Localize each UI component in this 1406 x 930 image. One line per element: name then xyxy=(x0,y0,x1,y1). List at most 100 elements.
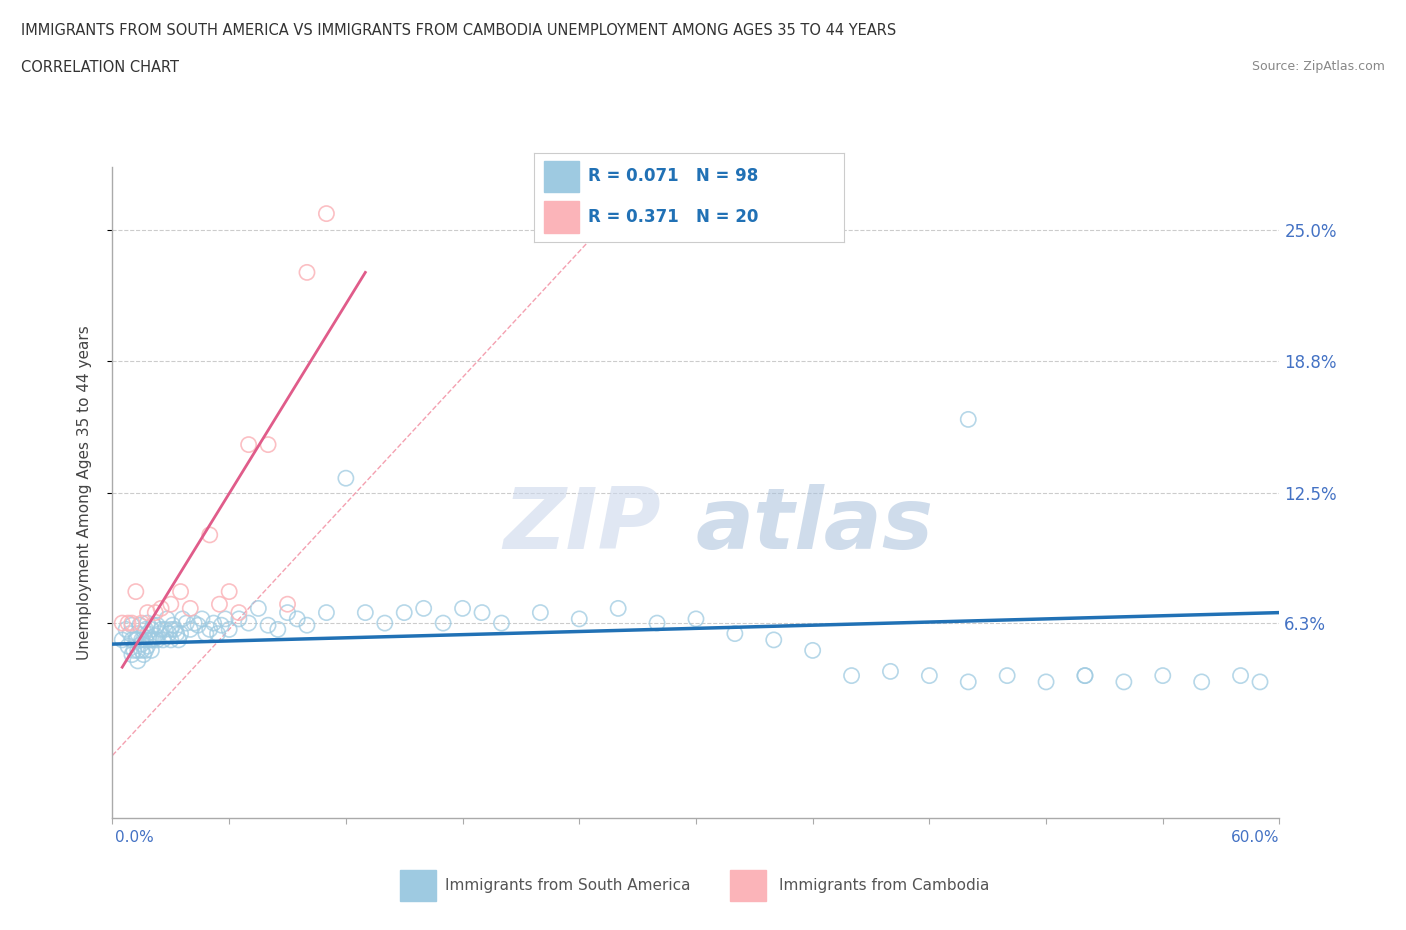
Point xyxy=(135,632,157,647)
Text: Immigrants from Cambodia: Immigrants from Cambodia xyxy=(779,878,988,894)
Point xyxy=(295,265,318,280)
Point xyxy=(276,605,298,620)
Point xyxy=(315,206,337,221)
Point xyxy=(142,632,165,647)
Point xyxy=(117,639,139,654)
Text: Immigrants from South America: Immigrants from South America xyxy=(446,878,690,894)
Point xyxy=(141,632,163,647)
Text: R = 0.371   N = 20: R = 0.371 N = 20 xyxy=(588,208,759,226)
Point xyxy=(121,618,143,632)
Point xyxy=(1249,674,1271,689)
Point xyxy=(238,437,260,452)
Point xyxy=(285,611,308,626)
Point xyxy=(179,601,201,616)
Point xyxy=(146,618,169,632)
Point xyxy=(163,622,186,637)
Point xyxy=(491,616,513,631)
Point xyxy=(121,632,143,647)
Text: R = 0.071   N = 98: R = 0.071 N = 98 xyxy=(588,167,759,185)
Point xyxy=(179,622,201,637)
Point xyxy=(218,584,240,599)
Point xyxy=(1191,674,1213,689)
Point xyxy=(267,622,290,637)
Point xyxy=(218,622,240,637)
Point xyxy=(176,616,198,631)
Point xyxy=(228,605,250,620)
Point xyxy=(136,605,159,620)
Point xyxy=(125,584,148,599)
Point xyxy=(131,643,153,658)
Point xyxy=(136,616,159,631)
Point xyxy=(451,601,474,616)
Point xyxy=(115,622,138,637)
Point xyxy=(1074,668,1097,683)
Point xyxy=(995,668,1018,683)
Point xyxy=(315,605,337,620)
Point xyxy=(335,471,357,485)
Point xyxy=(228,611,250,626)
Point xyxy=(432,616,454,631)
Point xyxy=(111,632,134,647)
Point xyxy=(247,601,270,616)
Text: CORRELATION CHART: CORRELATION CHART xyxy=(21,60,179,75)
Point xyxy=(128,618,150,632)
Point xyxy=(257,618,280,632)
Point xyxy=(162,618,184,632)
Point xyxy=(392,605,416,620)
Point xyxy=(136,626,159,641)
Point xyxy=(957,674,980,689)
Point xyxy=(160,597,183,612)
Point xyxy=(957,412,980,427)
Point xyxy=(111,616,134,631)
Point xyxy=(131,616,153,631)
Point xyxy=(122,643,145,658)
Point xyxy=(607,601,630,616)
Point xyxy=(207,626,229,641)
Point xyxy=(150,622,173,637)
Point xyxy=(141,622,163,637)
Point xyxy=(157,626,180,641)
Point xyxy=(724,626,747,641)
Point xyxy=(1112,674,1135,689)
Point xyxy=(257,437,280,452)
Point xyxy=(125,632,148,647)
Text: 60.0%: 60.0% xyxy=(1232,830,1279,844)
Bar xyxy=(544,161,579,193)
Point xyxy=(160,622,183,637)
Point xyxy=(191,611,214,626)
Point xyxy=(160,632,183,647)
Text: ZIP: ZIP xyxy=(503,484,661,567)
Point xyxy=(529,605,551,620)
Point xyxy=(118,626,141,641)
Point xyxy=(117,616,139,631)
Point xyxy=(166,626,188,641)
Point xyxy=(198,527,221,542)
Point xyxy=(138,632,160,647)
Point xyxy=(172,611,194,626)
Point xyxy=(142,618,165,632)
Point xyxy=(471,605,494,620)
Point xyxy=(136,639,159,654)
Point xyxy=(1074,668,1097,683)
Point xyxy=(152,632,174,647)
Point xyxy=(374,616,396,631)
Point xyxy=(131,632,153,647)
Point xyxy=(1229,668,1251,683)
Point xyxy=(354,605,377,620)
Text: IMMIGRANTS FROM SOUTH AMERICA VS IMMIGRANTS FROM CAMBODIA UNEMPLOYMENT AMONG AGE: IMMIGRANTS FROM SOUTH AMERICA VS IMMIGRA… xyxy=(21,23,897,38)
Point xyxy=(194,626,217,641)
Point xyxy=(187,618,209,632)
Point xyxy=(141,643,163,658)
Y-axis label: Unemployment Among Ages 35 to 44 years: Unemployment Among Ages 35 to 44 years xyxy=(77,326,91,660)
Point xyxy=(131,637,153,652)
Point xyxy=(879,664,901,679)
Point xyxy=(412,601,434,616)
Bar xyxy=(730,870,766,901)
Point xyxy=(198,622,221,637)
Point xyxy=(568,611,591,626)
Point xyxy=(169,626,191,641)
Point xyxy=(645,616,668,631)
Point xyxy=(1035,674,1057,689)
Text: atlas: atlas xyxy=(696,484,934,567)
Point xyxy=(276,597,298,612)
